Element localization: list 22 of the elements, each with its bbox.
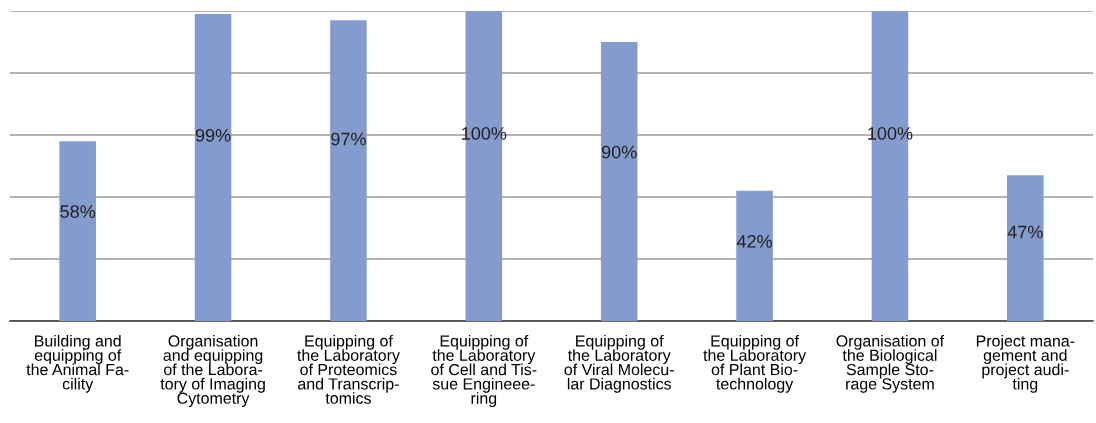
bar <box>59 141 96 321</box>
x-tick-label: Equipping of the Laboratory of Cell and Tis- sue Engineee- ring <box>431 334 537 408</box>
data-label: 90% <box>601 145 637 159</box>
bar <box>600 42 638 321</box>
bar <box>1007 175 1044 321</box>
data-label: 99% <box>195 128 231 142</box>
bar <box>736 190 773 321</box>
data-label: 42% <box>736 234 772 248</box>
x-tick-label: Equipping of the Laboratory of Plant Bio- technology <box>703 334 807 393</box>
data-label: 100% <box>868 127 913 140</box>
x-tick-label: Equipping of the Laboratory of Proteomics and Transcrip- tomics <box>297 334 400 404</box>
data-label: 58% <box>60 205 96 218</box>
x-tick-label: Project mana- gement and project audi- ting <box>976 334 1075 393</box>
x-tick-label: Organisation and equipping of the Labora- tory of Imaging Cytometry <box>160 334 265 408</box>
x-tick-label: Building and equipping of the Animal Fa- cility <box>26 334 129 393</box>
bar <box>194 14 232 321</box>
data-label: 100% <box>462 127 507 140</box>
data-label: 47% <box>1007 225 1043 239</box>
x-tick-label: Organisation of the Biological Sample Sto- rage System <box>836 334 945 393</box>
data-label: 97% <box>331 132 366 146</box>
bar <box>330 20 367 321</box>
x-tick-label: Equipping of the Laboratory of Viral Molecu- lar Diagnostics <box>564 334 674 393</box>
